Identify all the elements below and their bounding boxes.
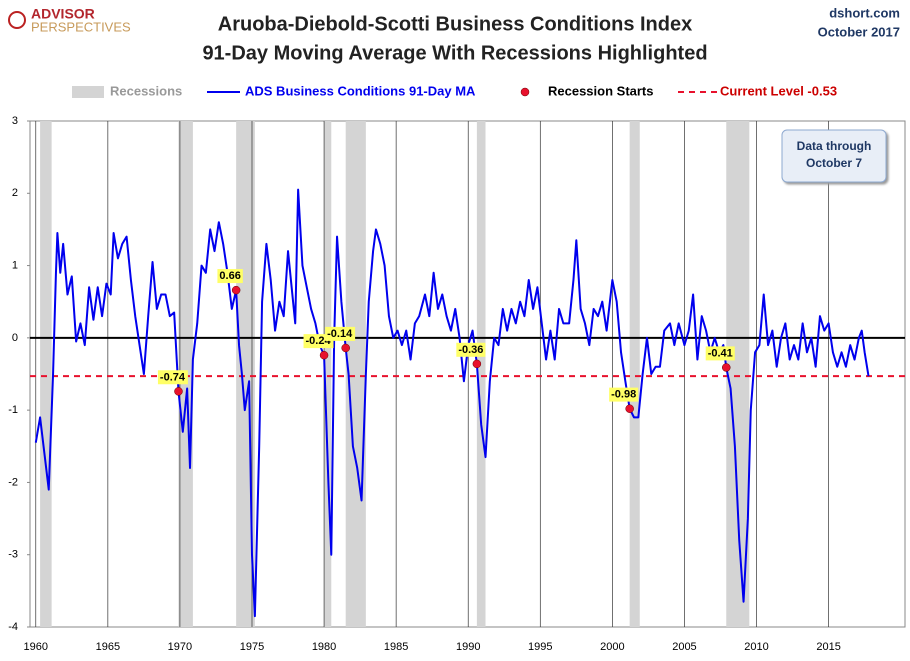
recession-start-point: [722, 363, 731, 372]
logo-icon: [8, 11, 26, 29]
logo-text: PERSPECTIVES: [31, 19, 131, 34]
x-tick-label: 1960: [24, 641, 48, 653]
y-tick-label: -2: [8, 476, 18, 488]
y-tick-label: 3: [12, 115, 18, 127]
data-label: 0.66: [219, 270, 240, 282]
x-tick-label: 1970: [168, 641, 192, 653]
y-tick-label: -1: [8, 404, 18, 416]
x-tick-label: 2010: [744, 641, 768, 653]
data-label-bg: [456, 342, 486, 357]
x-tick-label: 1965: [96, 641, 120, 653]
recession-start-point: [174, 387, 183, 396]
data-label: -0.98: [611, 389, 636, 401]
recession-band: [40, 121, 52, 627]
legend: Recessions ADS Business Conditions 91-Day…: [72, 83, 837, 98]
y-tick-label: 2: [12, 187, 18, 199]
data-label-bg: [157, 370, 188, 385]
legend-label: Recessions: [110, 83, 182, 98]
x-tick-label: 1975: [240, 641, 264, 653]
x-tick-label: 1995: [528, 641, 552, 653]
annotation-text: October 7: [806, 156, 862, 170]
annotation: Data through October 7: [781, 129, 887, 183]
annotation-text: Data through: [797, 139, 872, 153]
data-line: [34, 188, 870, 618]
recession-start-point: [625, 404, 634, 413]
data-label-bg: [609, 387, 639, 402]
x-tick-label: 1990: [456, 641, 480, 653]
logo: ADVISOR PERSPECTIVES: [8, 6, 131, 34]
data-label-bg: [217, 269, 243, 284]
recession-band: [476, 121, 486, 627]
y-tick-label: 1: [12, 259, 18, 271]
data-label: -0.14: [327, 328, 353, 340]
recession-start-point: [341, 343, 350, 353]
data-label: -0.74: [160, 371, 186, 383]
logo-text: ADVISOR: [31, 6, 95, 22]
x-tick-label: 1980: [312, 641, 336, 653]
x-tick-label: 1985: [384, 641, 408, 653]
chart-title: Aruoba-Diebold-Scotti Business Condition…: [218, 13, 692, 35]
legend-label: ADS Business Conditions 91-Day MA: [245, 83, 476, 98]
data-label-bg: [325, 326, 356, 341]
y-tick-label: -3: [8, 549, 18, 561]
recession-start-point: [472, 359, 482, 369]
date: October 2017: [818, 24, 900, 39]
recession-band: [629, 121, 640, 627]
x-tick-label: 2000: [600, 641, 624, 653]
plot-frame: [29, 120, 906, 628]
x-tick-label: 2015: [816, 641, 840, 653]
legend-swatch: [72, 86, 104, 98]
annotation-box: [781, 129, 887, 183]
data-label: -0.41: [708, 347, 733, 359]
plot: 1960 1965 1970 1975 1980 1985 1990 1995 2000 2005…: [8, 115, 905, 653]
data-label: -0.24: [306, 335, 332, 347]
recession-start-point: [319, 350, 329, 360]
x-tick-label: 2005: [672, 641, 696, 653]
chart-subtitle: 91-Day Moving Average With Recessions Hi…: [202, 42, 707, 64]
source: dshort.com: [829, 5, 900, 20]
recession-band: [726, 121, 750, 627]
data-label-bg: [705, 346, 735, 361]
recession-start-point: [231, 285, 241, 295]
y-tick-label: -4: [8, 621, 18, 633]
data-label: -0.36: [458, 344, 483, 356]
y-tick-label: 0: [12, 332, 18, 344]
legend-label: Recession Starts: [548, 83, 654, 98]
legend-label: Current Level -0.53: [720, 83, 837, 98]
recession-band: [324, 121, 332, 627]
legend-swatch: [520, 87, 530, 97]
